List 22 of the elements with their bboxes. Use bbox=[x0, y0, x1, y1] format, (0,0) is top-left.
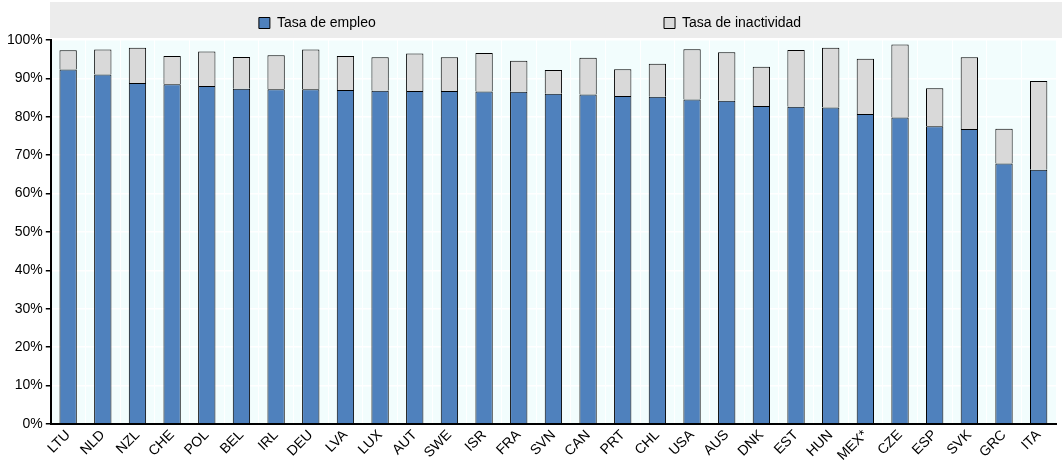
y-tick-label: 0% bbox=[22, 414, 43, 431]
y-tick-label: 60% bbox=[14, 184, 43, 201]
x-tick-label: POL bbox=[180, 426, 212, 458]
y-tick-label: 100% bbox=[6, 30, 43, 47]
x-tick-label: BEL bbox=[216, 426, 247, 457]
y-tick-label: 80% bbox=[14, 107, 43, 124]
x-tick-label: USA bbox=[665, 425, 698, 458]
y-tick-label: 10% bbox=[14, 376, 43, 393]
x-tick-label: NZL bbox=[112, 426, 143, 457]
legend-label: Tasa de empleo bbox=[276, 13, 649, 30]
y-tick-label: 40% bbox=[14, 261, 43, 278]
x-tick-label: IRL bbox=[254, 426, 282, 454]
y-tick-label: 50% bbox=[14, 222, 43, 239]
x-tick-label: CHL bbox=[631, 426, 663, 458]
y-tick-label: 70% bbox=[14, 146, 43, 162]
x-tick-label: ITA bbox=[1017, 425, 1044, 453]
x-tick-label: LVA bbox=[321, 425, 351, 455]
y-tick-label: 90% bbox=[14, 69, 43, 86]
x-tick-label: ISR bbox=[461, 426, 489, 455]
legend-label: Tasa de inactividad bbox=[682, 13, 802, 30]
y-tick-label: 20% bbox=[14, 337, 43, 354]
y-tick-label: 30% bbox=[14, 299, 43, 316]
